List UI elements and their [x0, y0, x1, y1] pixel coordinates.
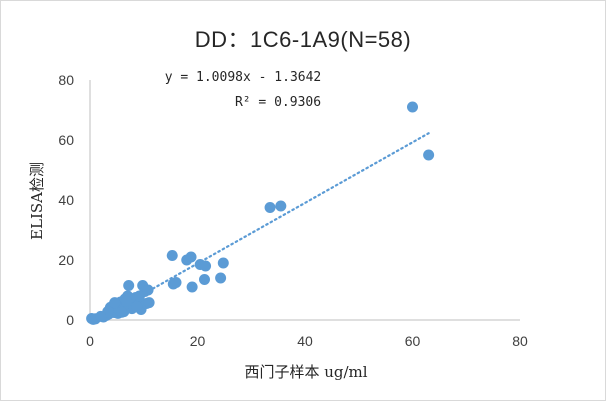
data-point [123, 280, 135, 291]
y-tick-label: 0 [66, 312, 74, 328]
axes [89, 80, 520, 321]
x-tick-label: 0 [86, 333, 94, 349]
trendline-equation: y = 1.0098x - 1.3642 [165, 70, 322, 85]
data-point [186, 281, 198, 293]
x-tick-label: 80 [512, 333, 528, 349]
data-point [109, 297, 121, 309]
points-group [86, 101, 435, 325]
data-point [133, 290, 145, 302]
data-point [166, 250, 178, 261]
x-tick-label: 60 [405, 333, 421, 349]
y-tick-label: 80 [58, 72, 74, 88]
data-point [423, 149, 435, 161]
x-tick-label: 40 [297, 333, 313, 349]
data-point [185, 251, 197, 263]
data-point [131, 301, 143, 313]
data-point [275, 200, 287, 212]
chart-title: DD：1C6-1A9(N=58) [194, 27, 412, 52]
data-point [170, 277, 182, 288]
data-point [217, 257, 229, 269]
data-point [200, 260, 212, 272]
y-axis-label: ELISA检测 [28, 162, 46, 240]
data-point [198, 274, 210, 285]
data-point [407, 101, 418, 113]
trendline-r2: R² = 0.9306 [235, 95, 321, 110]
x-axis-label: 西门子样本 ug/ml [244, 363, 367, 381]
x-tick-label: 20 [190, 333, 206, 349]
data-point [116, 306, 128, 318]
y-tick-label: 60 [58, 132, 74, 148]
data-point [95, 310, 107, 322]
data-point [264, 202, 276, 213]
y-tick-label: 20 [58, 252, 74, 268]
data-point [143, 297, 155, 309]
tick-labels: 0 20 40 60 80 0 20 40 60 80 [58, 72, 528, 349]
data-point [215, 272, 227, 284]
y-tick-label: 40 [58, 192, 74, 208]
data-point [121, 295, 133, 307]
